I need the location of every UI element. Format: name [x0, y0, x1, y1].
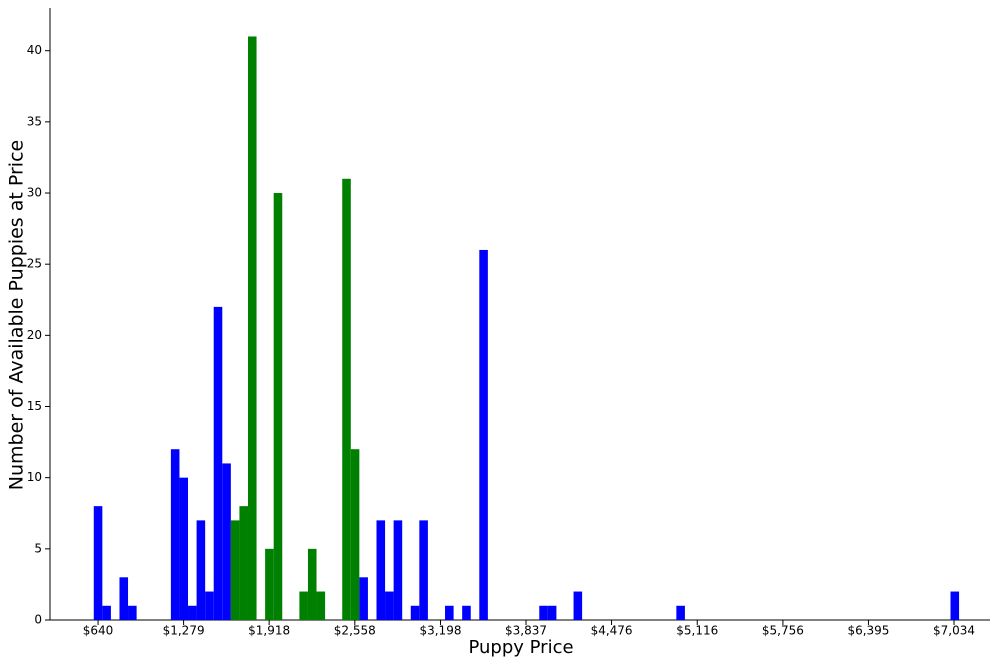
- bar: [273, 193, 283, 620]
- x-tick-label: $5,756: [762, 624, 804, 638]
- bar: [188, 605, 197, 620]
- bar: [376, 520, 386, 620]
- bar: [265, 548, 274, 620]
- bar: [170, 449, 180, 620]
- bar: [573, 591, 583, 620]
- bar: [393, 520, 403, 620]
- bar: [179, 477, 189, 620]
- y-tick-label: 0: [34, 613, 42, 627]
- x-tick-label: $640: [83, 624, 114, 638]
- bar: [462, 605, 471, 620]
- bar: [196, 520, 206, 620]
- y-tick-label: 40: [27, 43, 42, 57]
- bar: [239, 506, 248, 620]
- bar: [222, 463, 231, 620]
- y-tick-label: 35: [27, 114, 42, 128]
- bar: [128, 605, 137, 620]
- x-tick-label: $3,198: [419, 624, 461, 638]
- y-tick-label: 30: [27, 186, 42, 200]
- bar: [299, 591, 308, 620]
- x-tick-label: $1,279: [163, 624, 205, 638]
- x-tick-label: $5,116: [676, 624, 718, 638]
- bar: [230, 520, 240, 620]
- x-tick-label: $7,034: [933, 624, 975, 638]
- y-tick-label: 25: [27, 257, 42, 271]
- bar: [419, 520, 428, 620]
- y-tick-label: 5: [34, 541, 42, 555]
- x-tick-label: $6,395: [847, 624, 889, 638]
- bar: [539, 605, 548, 620]
- bar: [205, 591, 214, 620]
- bar: [247, 36, 257, 621]
- bar: [359, 577, 368, 620]
- x-tick-label: $3,837: [505, 624, 547, 638]
- y-axis-label: Number of Available Puppies at Price: [6, 140, 28, 490]
- bar: [950, 591, 960, 620]
- bar: [676, 605, 685, 620]
- x-axis-label: Puppy Price: [468, 637, 573, 658]
- bar: [342, 178, 351, 620]
- bar: [547, 605, 557, 620]
- bar: [316, 591, 326, 620]
- x-tick-label: $1,918: [248, 624, 290, 638]
- bar: [119, 577, 129, 620]
- bar: [410, 605, 420, 620]
- bar: [445, 605, 454, 620]
- x-tick-label: $2,558: [334, 624, 376, 638]
- y-tick-label: 10: [27, 470, 42, 484]
- y-tick-label: 15: [27, 399, 42, 413]
- bar: [102, 605, 111, 620]
- bar: [385, 591, 394, 620]
- y-tick-label: 20: [27, 328, 42, 342]
- bar: [93, 506, 103, 620]
- bar: [350, 449, 360, 620]
- bar: [307, 548, 317, 620]
- bar: [213, 306, 223, 620]
- x-tick-label: $4,476: [591, 624, 633, 638]
- bar: [479, 249, 488, 620]
